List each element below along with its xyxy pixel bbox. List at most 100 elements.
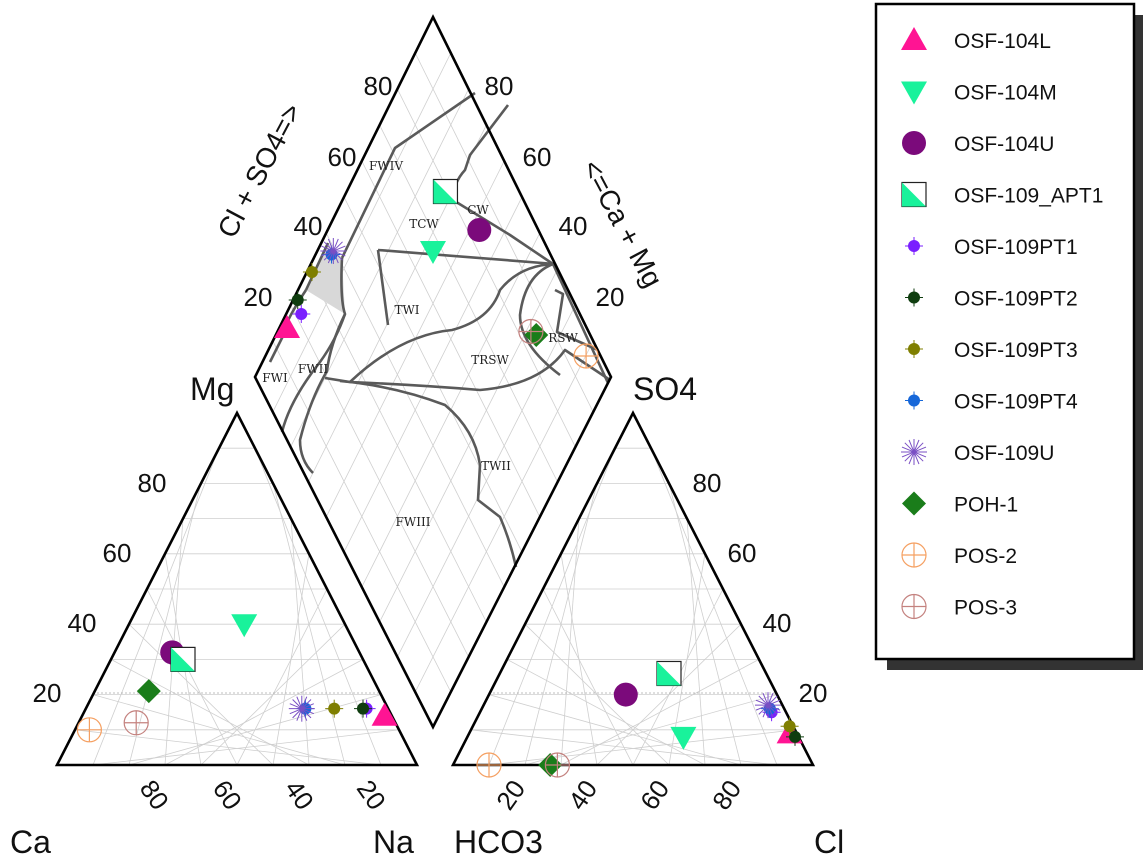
data-point-diamond-osf-109-apt1 [432,178,459,205]
cation-tick-bottom: 80 [134,774,175,815]
data-point-diamond-osf-104u-shape [467,218,492,242]
legend-marker-osf-109pt3-shape [908,343,920,355]
anion-gridline [542,588,634,766]
legend-marker-osf-104m [901,81,927,105]
legend-marker-osf-109u [901,439,927,465]
anion-tick-bottom: 20 [490,774,531,815]
data-point-cation-osf-104l-shape [371,702,398,726]
anion-tick-so4: 60 [728,538,757,568]
legend-marker-pos-2 [901,542,927,568]
anion-tick-bottom: 80 [706,774,747,815]
cation-tick-bottom: 60 [207,774,248,815]
legend-label-osf-104l: OSF-104L [954,30,1051,53]
legend-marker-poh-1-shape [902,491,926,516]
diamond-tick-left: 20 [244,282,273,312]
diamond-gridline [397,88,576,448]
shaded-zone [306,243,345,314]
legend: OSF-104L OSF-104M OSF-104U OSF-109_APT1 OSF-… [874,2,1143,670]
anion-gridline [506,659,706,766]
cation-triangle-outline [54,410,420,767]
cation-tick-mg: 20 [33,678,62,708]
diamond-right-axis-title: <=Ca + Mg [576,155,669,293]
zone-label-twi: TWI [394,303,419,317]
legend-marker-osf-104u [902,131,926,155]
legend-label-poh-1: POH-1 [954,494,1018,517]
data-point-cation-osf-104m-shape [231,614,258,638]
legend-marker-osf-109-apt1 [901,181,927,208]
data-point-cation-osf-104l [371,702,398,726]
data-point-anion-osf-109pt2-shape [789,730,801,743]
cation-tick-mg: 60 [103,538,132,568]
anion-gridline [668,483,742,766]
data-point-anion-osf-104m-shape [670,726,697,750]
anion-gridline [470,729,778,766]
legend-label-osf-109pt2: OSF-109PT2 [954,288,1078,311]
data-point-anion-osf-109-apt1-shape [657,661,681,686]
data-point-diamond-osf-109u-ray [321,245,346,257]
data-point-diamond-pos-2 [573,343,599,369]
data-point-anion-osf-104u [613,682,638,707]
data-point-anion-osf-109u-ray [755,699,781,711]
diamond-tick-right: 20 [596,282,625,312]
zone-label-fwi: FWI [262,371,288,385]
cation-gridline [146,588,238,766]
data-point-anion-osf-109pt3-shape [783,720,796,733]
diamond-tick-right: 80 [485,71,514,101]
legend-label-osf-104u: OSF-104U [954,133,1054,156]
data-point-cation-pos-2 [76,717,103,743]
diamond-tick-left: 60 [328,142,357,172]
cation-gridline [92,694,346,766]
legend-label-osf-109pt1: OSF-109PT1 [954,236,1078,259]
legend-marker-osf-104l-shape [901,27,927,50]
data-point-anion-osf-104u-shape [613,682,638,707]
data-point-cation-poh-1-shape [136,679,161,704]
data-point-diamond-osf-104m-shape [420,241,446,264]
zone-boundary [452,198,554,266]
data-point-anion-pos-2 [476,752,502,778]
zone-label-trsw: TRSW [471,353,509,367]
legend-marker-poh-1 [902,491,926,516]
legend-marker-osf-109pt4 [905,391,923,410]
legend-label-pos-3: POS-3 [954,597,1017,620]
zone-boundary [554,288,599,352]
data-point-anion-pos-3 [544,752,571,778]
data-point-diamond-osf-104m [420,241,446,264]
legend-marker-osf-109pt1 [905,237,923,255]
legend-marker-osf-109pt1-shape [908,240,920,252]
zone-label-fwiv: FWIV [369,159,403,173]
data-point-cation-pos-3 [123,710,149,736]
diamond-tick-right: 60 [523,142,552,172]
cation-corner-ca: Ca [10,824,51,859]
zone-boundary [339,379,518,568]
legend-marker-osf-104u-shape [902,131,926,155]
anion-gridline [488,694,742,766]
anion-tick-so4: 80 [693,468,722,498]
legend-label-osf-109pt4: OSF-109PT4 [954,391,1078,414]
data-point-anion-osf-109pt2 [786,727,804,746]
data-point-diamond-osf-109pt2-shape [291,294,304,306]
data-point-diamond-osf-104l-shape [274,315,301,338]
data-point-diamond-osf-109pt1 [292,305,311,323]
zone-boundary [349,348,611,392]
cation-gridline [128,623,274,766]
diamond-outline [253,14,613,730]
legend-label-osf-109u: OSF-109U [954,442,1054,465]
data-point-anion-osf-104m [670,726,697,750]
data-point-diamond-osf-109u [320,238,347,264]
legend-box [874,2,1136,661]
data-point-cation-osf-109pt2 [354,699,372,718]
data-point-diamond-osf-109pt3-shape [305,266,318,278]
legend-label-osf-109-apt1: OSF-109_APT1 [954,185,1103,208]
anion-gridline [650,448,778,766]
diamond-tick-left: 80 [364,71,393,101]
legend-marker-osf-109pt2-shape [908,291,920,304]
cation-gridline [272,553,310,766]
data-point-cation-poh-1 [136,679,161,704]
diamond-gridline [379,124,558,483]
data-point-cation-osf-109u [288,695,315,722]
anion-gridline [524,623,670,766]
data-point-diamond-osf-109pt3 [302,263,321,281]
outline-layer [54,14,816,767]
legend-marker-osf-109-apt1-shape [902,182,926,207]
